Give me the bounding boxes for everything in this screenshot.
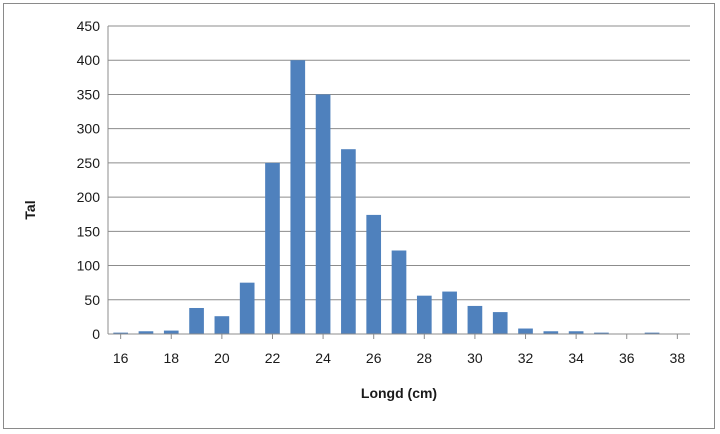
bar: [214, 316, 230, 334]
y-tick-label: 50: [84, 292, 100, 308]
x-tick-label: 20: [214, 350, 230, 366]
bar: [265, 162, 280, 334]
bar: [366, 214, 382, 334]
x-tick-label: 22: [265, 350, 281, 366]
x-axis-title: Longd (cm): [361, 385, 437, 401]
bar: [315, 94, 331, 334]
bar: [416, 295, 432, 334]
x-tick-label: 34: [568, 350, 584, 366]
y-tick-label: 100: [77, 258, 101, 274]
bar: [492, 312, 508, 334]
x-tick-label: 30: [467, 350, 483, 366]
bars: [113, 60, 660, 334]
bar: [189, 307, 204, 334]
y-tick-label: 200: [77, 189, 101, 205]
bar: [113, 332, 128, 334]
y-axis-title: Tal: [22, 200, 38, 219]
bar: [467, 305, 483, 334]
bar: [568, 331, 584, 334]
y-tick-label: 0: [92, 326, 100, 342]
axes: [107, 26, 690, 339]
bar: [290, 60, 306, 334]
y-tick-label: 150: [77, 223, 101, 239]
bar: [442, 291, 457, 334]
y-tick-label: 450: [77, 18, 101, 34]
y-tick-label: 250: [77, 155, 101, 171]
y-tick-label: 300: [77, 121, 101, 137]
bar: [518, 328, 533, 334]
bar: [644, 332, 660, 334]
x-tick-label: 36: [619, 350, 635, 366]
y-tick-label: 400: [77, 52, 101, 68]
x-tick-label: 16: [113, 350, 129, 366]
gridlines: [108, 25, 690, 301]
bar: [391, 250, 407, 334]
y-tick-labels: 0 50 100 150 200 250 300 350 400 450: [77, 18, 101, 342]
x-tick-label: 26: [366, 350, 382, 366]
x-tick-labels: 16 18 20 22 24 26 28 30 32 34 36 38: [113, 350, 685, 366]
y-tick-label: 350: [77, 86, 101, 102]
bar: [594, 332, 609, 334]
bar: [163, 330, 179, 334]
bar: [341, 149, 356, 334]
chart-frame: [3, 3, 715, 429]
x-tick-label: 24: [315, 350, 331, 366]
x-tick-label: 38: [670, 350, 686, 366]
bar: [543, 331, 559, 334]
x-tick-label: 32: [518, 350, 534, 366]
bar: [239, 282, 255, 334]
bar: [138, 331, 154, 334]
x-tick-label: 28: [417, 350, 433, 366]
x-tick-label: 18: [163, 350, 179, 366]
